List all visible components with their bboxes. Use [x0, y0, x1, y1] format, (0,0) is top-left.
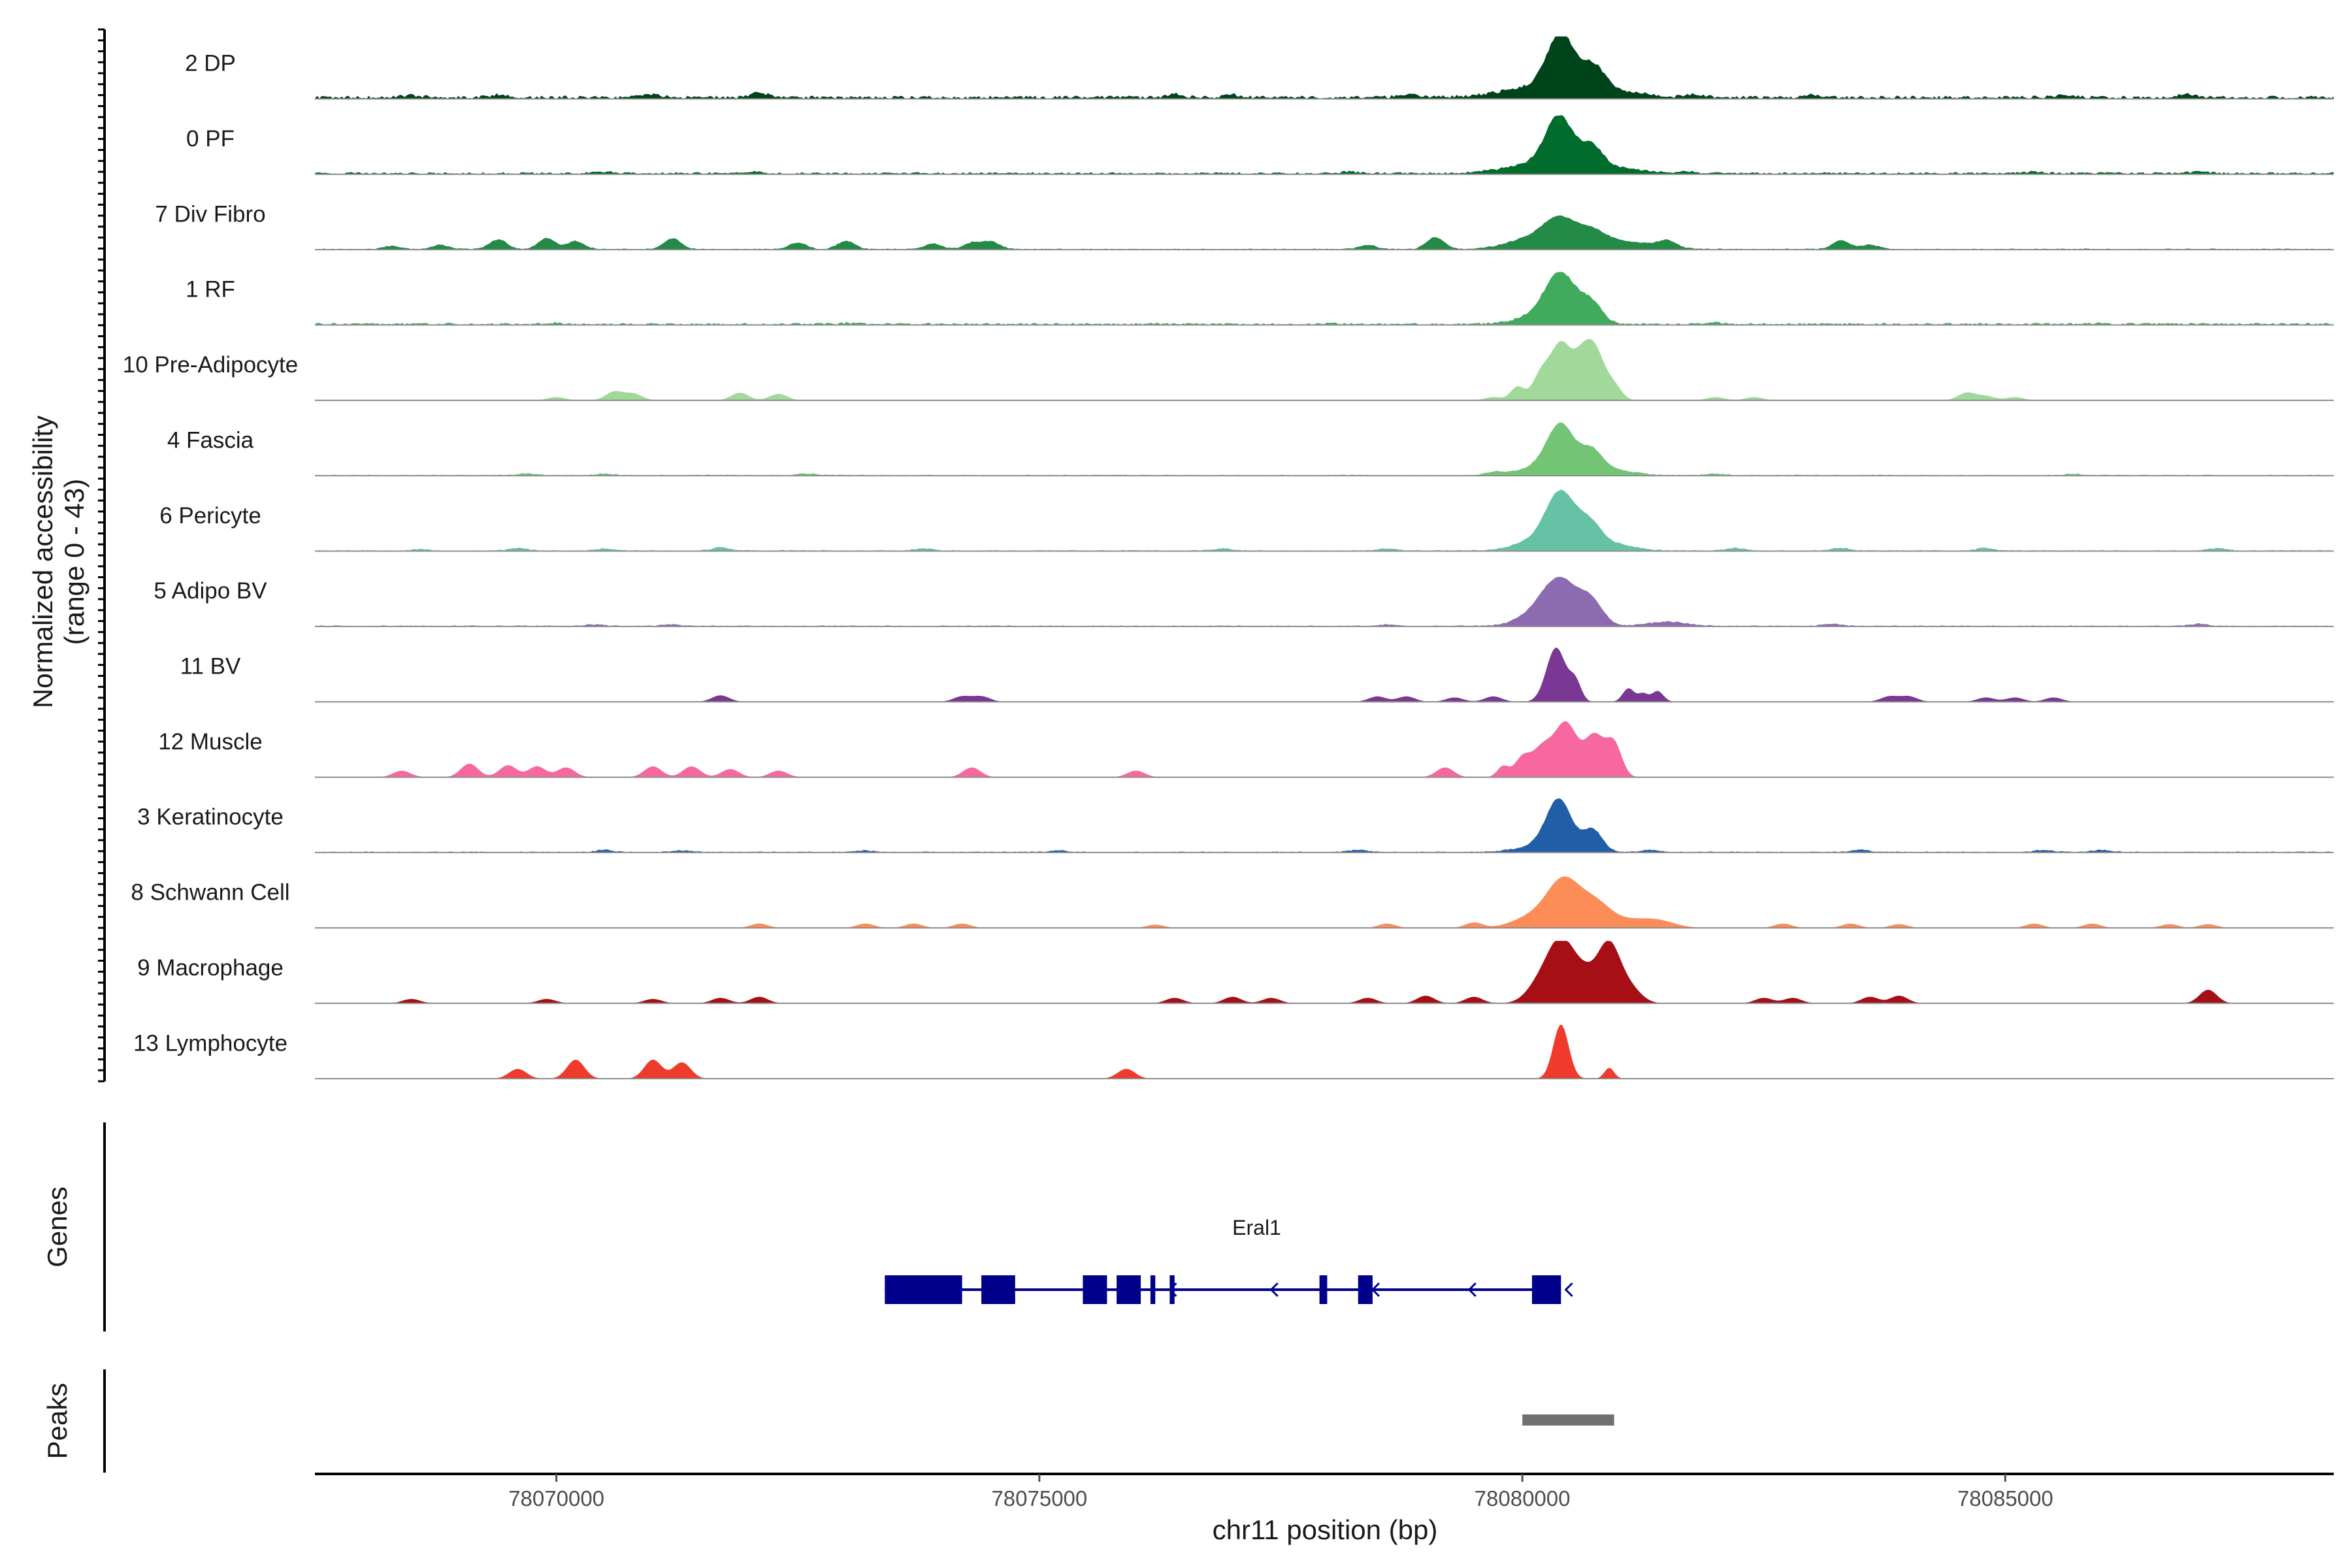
coverage-y-axis-title-line1: Normalized accessibility	[27, 416, 58, 708]
track-coverage-area	[315, 798, 2334, 853]
x-axis-title: chr11 position (bp)	[1213, 1514, 1438, 1545]
track-1: 2 DP	[185, 36, 2334, 100]
track-label: 12 Muscle	[158, 729, 263, 755]
track-11: 3 Keratinocyte	[137, 798, 2334, 853]
track-coverage-area	[315, 647, 2334, 702]
gene-exon	[1169, 1275, 1175, 1304]
x-axis-tick-label: 78085000	[1957, 1486, 2053, 1511]
track-14: 13 Lymphocyte	[133, 1024, 2334, 1079]
track-label: 8 Schwann Cell	[131, 880, 289, 906]
coverage-tracks: 2 DP 0 PF 7 Div Fibro 1 RF 10 Pre-Adipocyte 4…	[123, 36, 2334, 1079]
track-7: 6 Pericyte	[159, 489, 2334, 552]
gene-strand-arrow	[1371, 1282, 1380, 1298]
track-label: 10 Pre-Adipocyte	[123, 352, 298, 378]
track-label: 7 Div Fibro	[155, 201, 265, 227]
genes-axis-title: Genes	[42, 1186, 73, 1267]
track-5: 10 Pre-Adipocyte	[123, 338, 2334, 401]
track-9: 11 BV	[180, 647, 2334, 703]
gene-exon	[981, 1275, 1015, 1304]
gene-strand-arrow	[1168, 1282, 1177, 1298]
gene-exon	[1319, 1275, 1328, 1304]
track-label: 11 BV	[180, 654, 241, 679]
gene-strand-arrow	[1564, 1282, 1573, 1298]
track-coverage-area	[315, 941, 2334, 1004]
track-8: 5 Adipo BV	[154, 576, 2334, 627]
track-coverage-area	[315, 422, 2334, 476]
gene-strand-arrow	[1467, 1282, 1477, 1298]
track-6: 4 Fascia	[167, 422, 2334, 477]
track-coverage-area	[315, 489, 2334, 551]
x-axis-tick-label: 78070000	[508, 1486, 604, 1511]
track-label: 5 Adipo BV	[154, 578, 267, 604]
track-label: 6 Pericyte	[159, 503, 261, 529]
gene-exon	[1150, 1275, 1156, 1304]
track-coverage-area	[315, 338, 2334, 400]
track-label: 9 Macrophage	[137, 955, 284, 981]
track-label: 1 RF	[186, 277, 235, 302]
track-label: 13 Lymphocyte	[133, 1030, 287, 1056]
coverage-y-axis	[98, 28, 106, 1083]
gene-exon	[885, 1275, 962, 1304]
x-axis-tick-label: 78080000	[1475, 1486, 1571, 1511]
track-13: 9 Macrophage	[137, 941, 2334, 1004]
genes-panel: Eral1	[885, 1216, 1573, 1304]
peak-region	[1522, 1414, 1614, 1426]
track-coverage-area	[315, 215, 2334, 250]
gene-name-label: Eral1	[1232, 1216, 1281, 1239]
gene-exon	[1083, 1275, 1107, 1304]
track-coverage-area	[315, 876, 2334, 928]
track-coverage-area	[315, 721, 2334, 777]
track-label: 0 PF	[186, 126, 235, 152]
track-coverage-area	[315, 272, 2334, 325]
track-2: 0 PF	[186, 115, 2334, 175]
gene-exon	[1117, 1275, 1141, 1304]
gene-strand-arrow	[1269, 1282, 1279, 1298]
gene-exon	[1358, 1275, 1373, 1304]
track-label: 2 DP	[185, 51, 236, 76]
x-axis-tick-label: 78075000	[991, 1486, 1087, 1511]
track-4: 1 RF	[186, 272, 2334, 326]
peaks-axis-title: Peaks	[42, 1383, 73, 1460]
track-coverage-area	[315, 36, 2334, 99]
track-coverage-area	[315, 1024, 2334, 1079]
track-12: 8 Schwann Cell	[131, 876, 2334, 929]
track-10: 12 Muscle	[158, 721, 2334, 778]
track-3: 7 Div Fibro	[155, 201, 2334, 251]
coverage-y-axis-title-line2: (range 0 - 43)	[59, 479, 90, 645]
track-label: 3 Keratinocyte	[137, 804, 284, 830]
x-axis: 78070000 78075000 78080000 78085000	[315, 1473, 2334, 1511]
track-coverage-area	[315, 576, 2334, 627]
peaks-panel	[1522, 1414, 1614, 1426]
gene-exon	[1531, 1275, 1561, 1304]
track-label: 4 Fascia	[167, 427, 254, 453]
track-coverage-area	[315, 115, 2334, 174]
